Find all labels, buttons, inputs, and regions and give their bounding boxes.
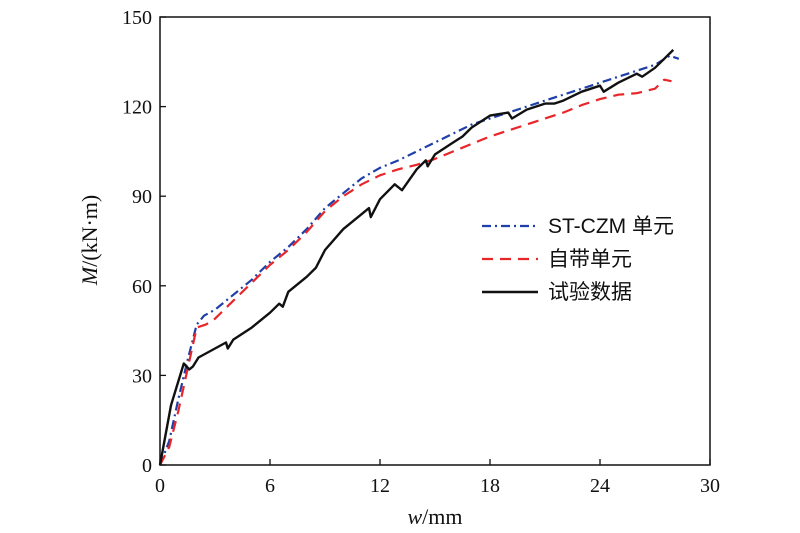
legend-label-0: ST-CZM 单元 [548,215,674,238]
x-tick-label-12: 12 [370,475,390,497]
series-line-0 [158,54,680,466]
legend-label-2: 试验数据 [548,281,632,304]
x-tick-label-6: 6 [265,475,275,497]
x-tick-label-0: 0 [155,475,165,497]
axes [159,16,711,466]
x-axis-symbol: w [407,504,422,529]
y-axis-label: M/(kN·m) [77,195,102,286]
series-line-1 [159,78,672,466]
x-axis-label: w/mm [407,504,462,529]
y-tick-label-150: 150 [122,7,152,29]
plot-lines [158,49,680,466]
y-tick-label-90: 90 [132,186,152,208]
y-tick-label-120: 120 [122,97,152,119]
y-axis-unit: /(kN·m) [77,195,102,267]
y-tick-label-60: 60 [132,276,152,298]
y-tick-label-0: 0 [142,455,152,477]
y-tick-label-30: 30 [132,365,152,387]
plot-frame [159,16,711,466]
x-axis-unit: /mm [422,504,462,529]
y-axis-symbol: M [77,265,102,286]
x-tick-label-24: 24 [590,475,610,497]
x-tick-label-30: 30 [700,475,720,497]
x-tick-label-18: 18 [480,475,500,497]
ticks: 0 6 12 18 24 30 0 30 60 90 120 150 [122,7,720,497]
legend-label-1: 自带单元 [548,248,632,271]
series-line-2 [158,49,675,466]
